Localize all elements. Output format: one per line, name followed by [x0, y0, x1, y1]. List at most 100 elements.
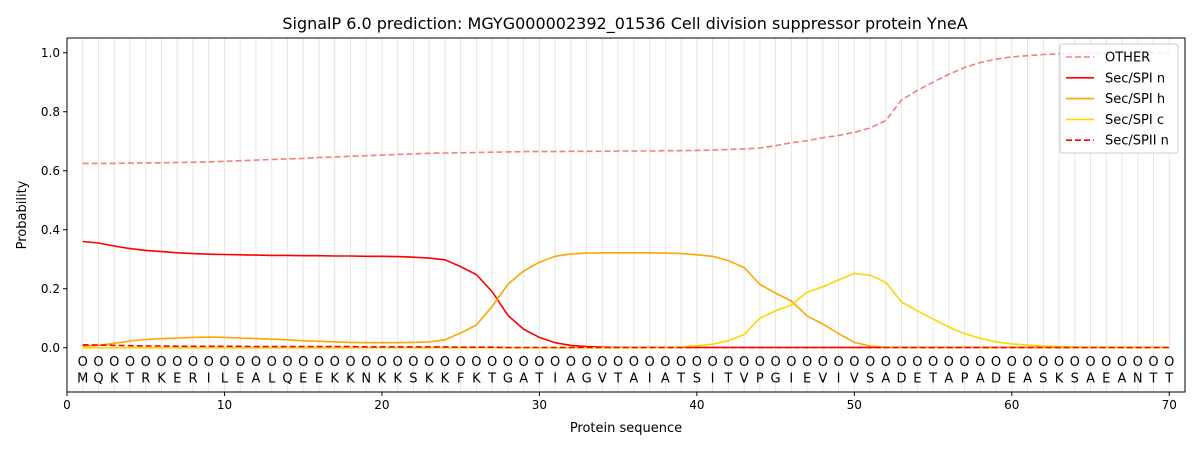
residue-label: S: [409, 371, 417, 386]
residue-label: A: [629, 371, 638, 386]
residue-marker: O: [361, 355, 371, 370]
residue-label: G: [582, 371, 592, 386]
residue-label: S: [693, 371, 701, 386]
y-tick-label: 0.0: [41, 341, 60, 355]
sequence-labels: OMOQOKOTOROKOEOROIOLOEOAOLOQOEOEOKOKONOK…: [77, 355, 1174, 386]
residue-marker: O: [613, 355, 623, 370]
residue-marker: O: [282, 355, 292, 370]
residue-label: K: [441, 371, 450, 386]
residue-marker: O: [456, 355, 466, 370]
legend: OTHER Sec/SPI n Sec/SPI h Sec/SPI c Sec/SPII…: [1059, 43, 1179, 154]
residue-label: G: [503, 371, 513, 386]
residue-label: E: [299, 371, 307, 386]
residue-marker: O: [802, 355, 812, 370]
legend-label: Sec/SPII n: [1105, 134, 1169, 149]
residue-marker: O: [1038, 355, 1048, 370]
residue-label: A: [519, 371, 528, 386]
residue-marker: O: [566, 355, 576, 370]
residue-label: I: [837, 371, 841, 386]
residue-marker: O: [78, 355, 88, 370]
residue-label: K: [157, 371, 166, 386]
residue-marker: O: [440, 355, 450, 370]
residue-label: T: [928, 371, 937, 386]
y-axis-label: Probability: [15, 180, 30, 249]
legend-label: Sec/SPI n: [1105, 71, 1165, 86]
residue-label: I: [648, 371, 652, 386]
residue-label: T: [676, 371, 685, 386]
residue-marker: O: [676, 355, 686, 370]
residue-label: E: [236, 371, 244, 386]
residue-label: F: [457, 371, 464, 386]
residue-marker: O: [881, 355, 891, 370]
residue-label: K: [330, 371, 339, 386]
series-line-other: [82, 51, 1170, 165]
y-tick-label: 0.4: [41, 223, 60, 237]
residue-marker: O: [1054, 355, 1064, 370]
residue-marker: O: [393, 355, 403, 370]
residue-label: E: [913, 371, 921, 386]
residue-marker: O: [991, 355, 1001, 370]
residue-label: I: [789, 371, 793, 386]
residue-label: Q: [282, 371, 292, 386]
residue-marker: O: [1070, 355, 1080, 370]
axes-frame: [66, 37, 1186, 393]
residue-label: T: [1164, 371, 1173, 386]
residue-label: V: [818, 371, 827, 386]
x-tick-label: 0: [63, 398, 71, 412]
residue-label: A: [1023, 371, 1032, 386]
residue-marker: O: [424, 355, 434, 370]
residue-label: T: [125, 371, 134, 386]
residue-label: R: [141, 371, 150, 386]
y-tick-label: 1.0: [41, 46, 60, 60]
residue-label: A: [566, 371, 575, 386]
residue-marker: O: [550, 355, 560, 370]
residue-label: G: [771, 371, 781, 386]
residue-marker: O: [109, 355, 119, 370]
residue-marker: O: [188, 355, 198, 370]
residue-marker: O: [534, 355, 544, 370]
residue-label: P: [756, 371, 764, 386]
x-tick-label: 60: [1004, 398, 1019, 412]
residue-marker: O: [345, 355, 355, 370]
residue-label: L: [221, 371, 229, 386]
residue-label: L: [268, 371, 276, 386]
residue-label: K: [346, 371, 355, 386]
residue-label: S: [866, 371, 874, 386]
residue-label: A: [661, 371, 670, 386]
residue-label: S: [1071, 371, 1079, 386]
residue-marker: O: [629, 355, 639, 370]
residue-label: A: [1118, 371, 1127, 386]
residue-marker: O: [471, 355, 481, 370]
residue-marker: O: [865, 355, 875, 370]
residue-marker: O: [314, 355, 324, 370]
residue-marker: O: [944, 355, 954, 370]
residue-label: P: [961, 371, 969, 386]
residue-marker: O: [503, 355, 513, 370]
residue-marker: O: [519, 355, 529, 370]
residue-label: T: [1149, 371, 1158, 386]
residue-marker: O: [770, 355, 780, 370]
residue-marker: O: [1007, 355, 1017, 370]
residue-label: D: [991, 371, 1001, 386]
residue-marker: O: [267, 355, 277, 370]
residue-marker: O: [786, 355, 796, 370]
residue-marker: O: [582, 355, 592, 370]
y-tick-label: 0.6: [41, 164, 60, 178]
residue-label: K: [425, 371, 434, 386]
residue-label: D: [897, 371, 907, 386]
residue-marker: O: [298, 355, 308, 370]
legend-box: [1059, 43, 1179, 154]
x-tick-label: 30: [532, 398, 547, 412]
chart-title: SignalP 6.0 prediction: MGYG000002392_01…: [282, 14, 967, 34]
legend-label: Sec/SPI c: [1105, 113, 1164, 128]
residue-marker: O: [1148, 355, 1158, 370]
x-tick-label: 70: [1162, 398, 1177, 412]
residue-marker: O: [93, 355, 103, 370]
residue-marker: O: [928, 355, 938, 370]
residue-label: T: [613, 371, 622, 386]
residue-marker: O: [330, 355, 340, 370]
residue-label: N: [1133, 371, 1143, 386]
residue-marker: O: [739, 355, 749, 370]
